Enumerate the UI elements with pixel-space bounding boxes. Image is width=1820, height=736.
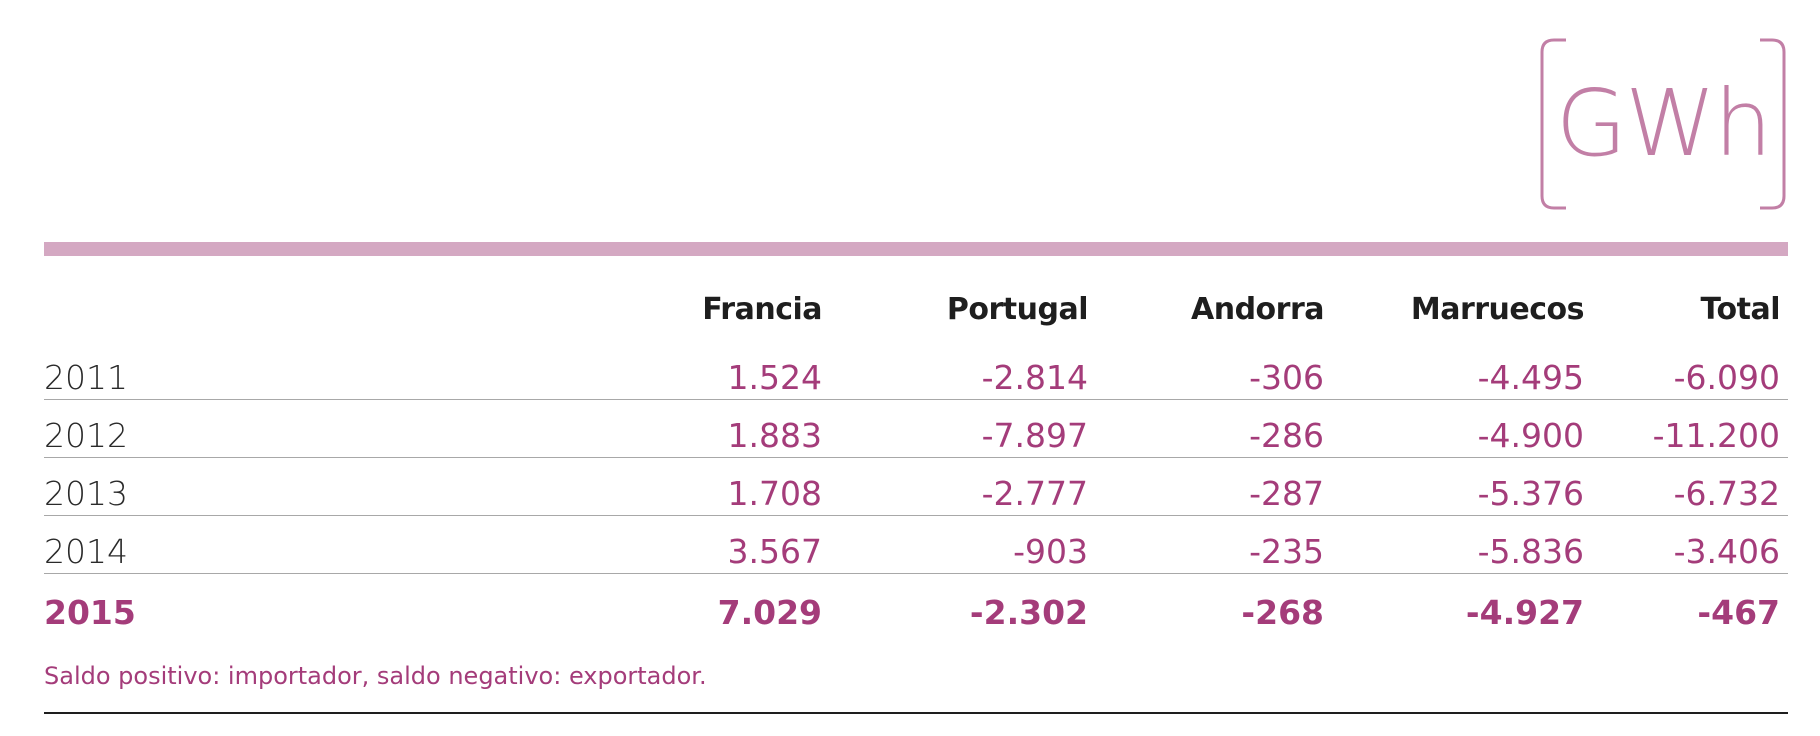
cell-francia: 1.708: [604, 457, 830, 516]
table-row: 2012 1.883 -7.897 -286 -4.900 -11.200: [44, 399, 1788, 458]
unit-brackets: [1540, 38, 1786, 210]
column-header-francia: Francia: [702, 291, 822, 327]
cell-total: -6.732: [1592, 457, 1788, 516]
row-year: 2013: [44, 457, 604, 516]
table-row: 2011 1.524 -2.814 -306 -4.495 -6.090: [44, 342, 1788, 400]
row-year: 2012: [44, 399, 604, 458]
cell-marruecos: -5.836: [1332, 515, 1592, 574]
unit-indicator: GWh: [1540, 38, 1786, 210]
column-header-andorra: Andorra: [1191, 291, 1325, 327]
unit-label: GWh: [1555, 70, 1773, 177]
cell-marruecos: -4.900: [1332, 399, 1592, 458]
bottom-divider: [44, 712, 1788, 714]
table-row: 2013 1.708 -2.777 -287 -5.376 -6.732: [44, 457, 1788, 516]
footnote: Saldo positivo: importador, saldo negati…: [44, 662, 707, 690]
cell-portugal: -903: [830, 515, 1096, 574]
cell-marruecos: -5.376: [1332, 457, 1592, 516]
cell-total: -467: [1697, 593, 1780, 632]
table-row: 2014 3.567 -903 -235 -5.836 -3.406: [44, 515, 1788, 574]
column-header-portugal: Portugal: [946, 291, 1089, 327]
column-header-total: Total: [1700, 291, 1781, 327]
cell-francia: 1.524: [604, 342, 830, 400]
cell-francia: 1.883: [604, 399, 830, 458]
cell-total: -11.200: [1592, 399, 1788, 458]
cell-marruecos: -4.927: [1465, 593, 1584, 632]
cell-marruecos: -4.495: [1332, 342, 1592, 400]
cell-andorra: -306: [1096, 342, 1332, 400]
cell-total: -3.406: [1592, 515, 1788, 574]
row-year: 2015: [44, 593, 136, 632]
data-table: Francia Portugal Andorra Marruecos Total…: [44, 276, 1788, 634]
year-column-header: [44, 276, 604, 342]
table-row-highlight: 2015 7.029 -2.302 -268 -4.927 -467: [44, 574, 1788, 635]
cell-total: -6.090: [1592, 342, 1788, 400]
row-year: 2011: [44, 342, 604, 400]
cell-andorra: -287: [1096, 457, 1332, 516]
cell-andorra: -235: [1096, 515, 1332, 574]
row-year: 2014: [44, 515, 604, 574]
header-bar: [44, 242, 1788, 256]
cell-portugal: -7.897: [830, 399, 1096, 458]
header-row: Francia Portugal Andorra Marruecos Total: [44, 276, 1788, 342]
cell-portugal: -2.302: [969, 593, 1088, 632]
cell-portugal: -2.814: [830, 342, 1096, 400]
cell-andorra: -286: [1096, 399, 1332, 458]
cell-francia: 3.567: [604, 515, 830, 574]
cell-andorra: -268: [1241, 593, 1324, 632]
cell-portugal: -2.777: [830, 457, 1096, 516]
cell-francia: 7.029: [717, 593, 822, 632]
column-header-marruecos: Marruecos: [1410, 291, 1585, 327]
